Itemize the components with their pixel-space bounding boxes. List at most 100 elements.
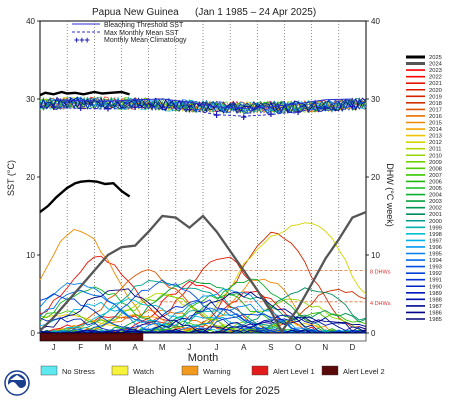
year-legend-label: 1986 [429, 310, 442, 316]
y-tick-label: 20 [26, 173, 35, 182]
y-tick-label: 40 [371, 17, 380, 26]
year-legend-label: 2005 [429, 186, 442, 192]
year-legend-label: 2014 [429, 127, 443, 133]
month-tick-label: F [78, 343, 83, 352]
year-legend-label: 2008 [429, 166, 442, 172]
year-legend-label: 1998 [429, 232, 442, 238]
climatology-point: + [50, 102, 56, 114]
year-legend-label: 1989 [429, 291, 442, 297]
chart-region-title: Papua New Guinea [92, 7, 179, 18]
climatology-point: + [295, 107, 301, 119]
year-legend-label: 2016 [429, 114, 442, 120]
year-legend-label: 1995 [429, 252, 442, 258]
month-tick-label: A [241, 343, 247, 352]
top-legend: Bleaching Threshold SST Max Monthly Mean… [72, 22, 187, 45]
year-dhw-line [39, 309, 367, 334]
year-legend: 2025202420232022202120202019201820172016… [406, 55, 443, 323]
climatology-point: + [159, 102, 165, 114]
month-grid [66, 21, 340, 333]
y-tick-label: 10 [371, 251, 380, 260]
climatology-point: + [268, 109, 274, 121]
year-legend-label: 2017 [429, 107, 442, 113]
y-tick-label: 10 [26, 251, 35, 260]
year-legend-label: 1992 [429, 271, 442, 277]
year-legend-label: 1993 [429, 265, 442, 271]
climatology-point: + [241, 112, 247, 124]
year-legend-label: 1999 [429, 225, 442, 231]
alert-label-5: Alert Level 2 [343, 367, 385, 376]
year-legend-label: 1996 [429, 245, 442, 251]
dhw-reference-lines: 8 DHWs 4 DHWs [159, 270, 391, 307]
climatology-point: + [78, 103, 84, 115]
y-tick-label: 0 [371, 329, 376, 338]
month-tick-label: A [132, 343, 138, 352]
year-legend-label: 1991 [429, 278, 442, 284]
legend-threshold-label: Bleaching Threshold SST [104, 22, 184, 29]
month-tick-label: J [52, 343, 56, 352]
year-sst-line [39, 96, 367, 114]
month-tick-label: N [322, 343, 328, 352]
month-tick-label: S [268, 343, 273, 352]
max-monthly-mean-line [53, 106, 353, 117]
year-legend-label: 1985 [429, 317, 442, 323]
month-tick-label: M [105, 343, 112, 352]
dhw-2024-line [39, 211, 367, 334]
year-legend-label: 2013 [429, 134, 442, 140]
year-legend-label: 2019 [429, 94, 442, 100]
year-legend-label: 2022 [429, 75, 442, 81]
sst-2025-line [39, 90, 130, 97]
alert-level-legend: No Stress Watch Warning Alert Level 1 Alert … [40, 365, 385, 376]
month-tick-label: J [187, 343, 191, 352]
alert-swatch-2 [111, 365, 129, 376]
climatology-point: + [105, 104, 111, 116]
year-legend-label: 2024 [429, 62, 443, 68]
noaa-logo [4, 370, 30, 396]
year-legend-label: 2015 [429, 121, 442, 127]
year-dhw-line [39, 255, 366, 334]
year-legend-label: 2020 [429, 88, 442, 94]
year-legend-label: 2007 [429, 173, 442, 179]
year-legend-label: 1988 [429, 297, 442, 303]
year-legend-label: 2000 [429, 219, 442, 225]
year-legend-label: 2011 [429, 147, 441, 153]
year-legend-label: 2003 [429, 199, 442, 205]
year-legend-label: 2009 [429, 160, 442, 166]
month-tick-label: M [159, 343, 166, 352]
year-legend-label: 2002 [429, 206, 442, 212]
y-tick-label: 30 [26, 95, 35, 104]
alert-swatch-1 [40, 365, 58, 376]
alert-strip-frame [39, 332, 367, 342]
year-legend-label: 1987 [429, 304, 442, 310]
year-dhw-line [39, 293, 366, 334]
alert-swatch-3 [181, 365, 199, 376]
month-tick-label: J [215, 343, 219, 352]
alert-label-2: Watch [133, 367, 154, 376]
climatology-point: + [349, 101, 355, 113]
y-tick-label: 30 [371, 95, 380, 104]
alert-swatch-5 [321, 365, 339, 376]
year-legend-label: 1990 [429, 284, 442, 290]
legend-climatology-label: Monthly Mean Climatology [104, 37, 187, 44]
dhw-8-ref-label: 8 DHWs [370, 270, 391, 276]
year-legend-label: 2018 [429, 101, 442, 107]
year-legend-label: 2023 [429, 68, 442, 74]
dhw-4-ref-label: 4 DHWs [370, 301, 391, 307]
climatology-point: + [322, 103, 328, 115]
alert-levels-title: Bleaching Alert Levels for 2025 [128, 385, 280, 397]
y-axis-left-label: SST (°C) [6, 160, 16, 196]
legend-mmm-label: Max Monthly Mean SST [104, 30, 179, 37]
y-tick-label: 0 [31, 329, 36, 338]
alert-strip-segment [40, 333, 144, 341]
year-legend-label: 2004 [429, 193, 443, 199]
year-legend-label: 2025 [429, 55, 442, 61]
climatology-point: + [132, 102, 138, 114]
climatology-point: + [186, 104, 192, 116]
month-tick-label: D [350, 343, 356, 352]
year-legend-label: 2010 [429, 153, 442, 159]
year-legend-label: 1997 [429, 238, 442, 244]
climatology-point: + [213, 110, 219, 122]
chart-period-title: (Jan 1 1985 – 24 Apr 2025) [195, 7, 316, 18]
year-legend-label: 1994 [429, 258, 443, 264]
year-legend-label: 2006 [429, 179, 442, 185]
